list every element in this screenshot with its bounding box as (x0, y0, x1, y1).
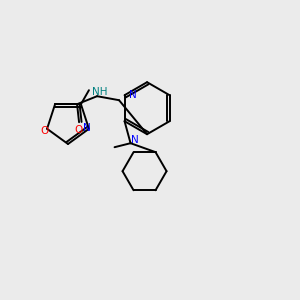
Text: N: N (129, 90, 136, 100)
Text: N: N (131, 135, 138, 145)
Text: NH: NH (92, 87, 108, 97)
Text: N: N (83, 123, 91, 133)
Text: O: O (74, 125, 82, 135)
Text: O: O (40, 126, 48, 136)
